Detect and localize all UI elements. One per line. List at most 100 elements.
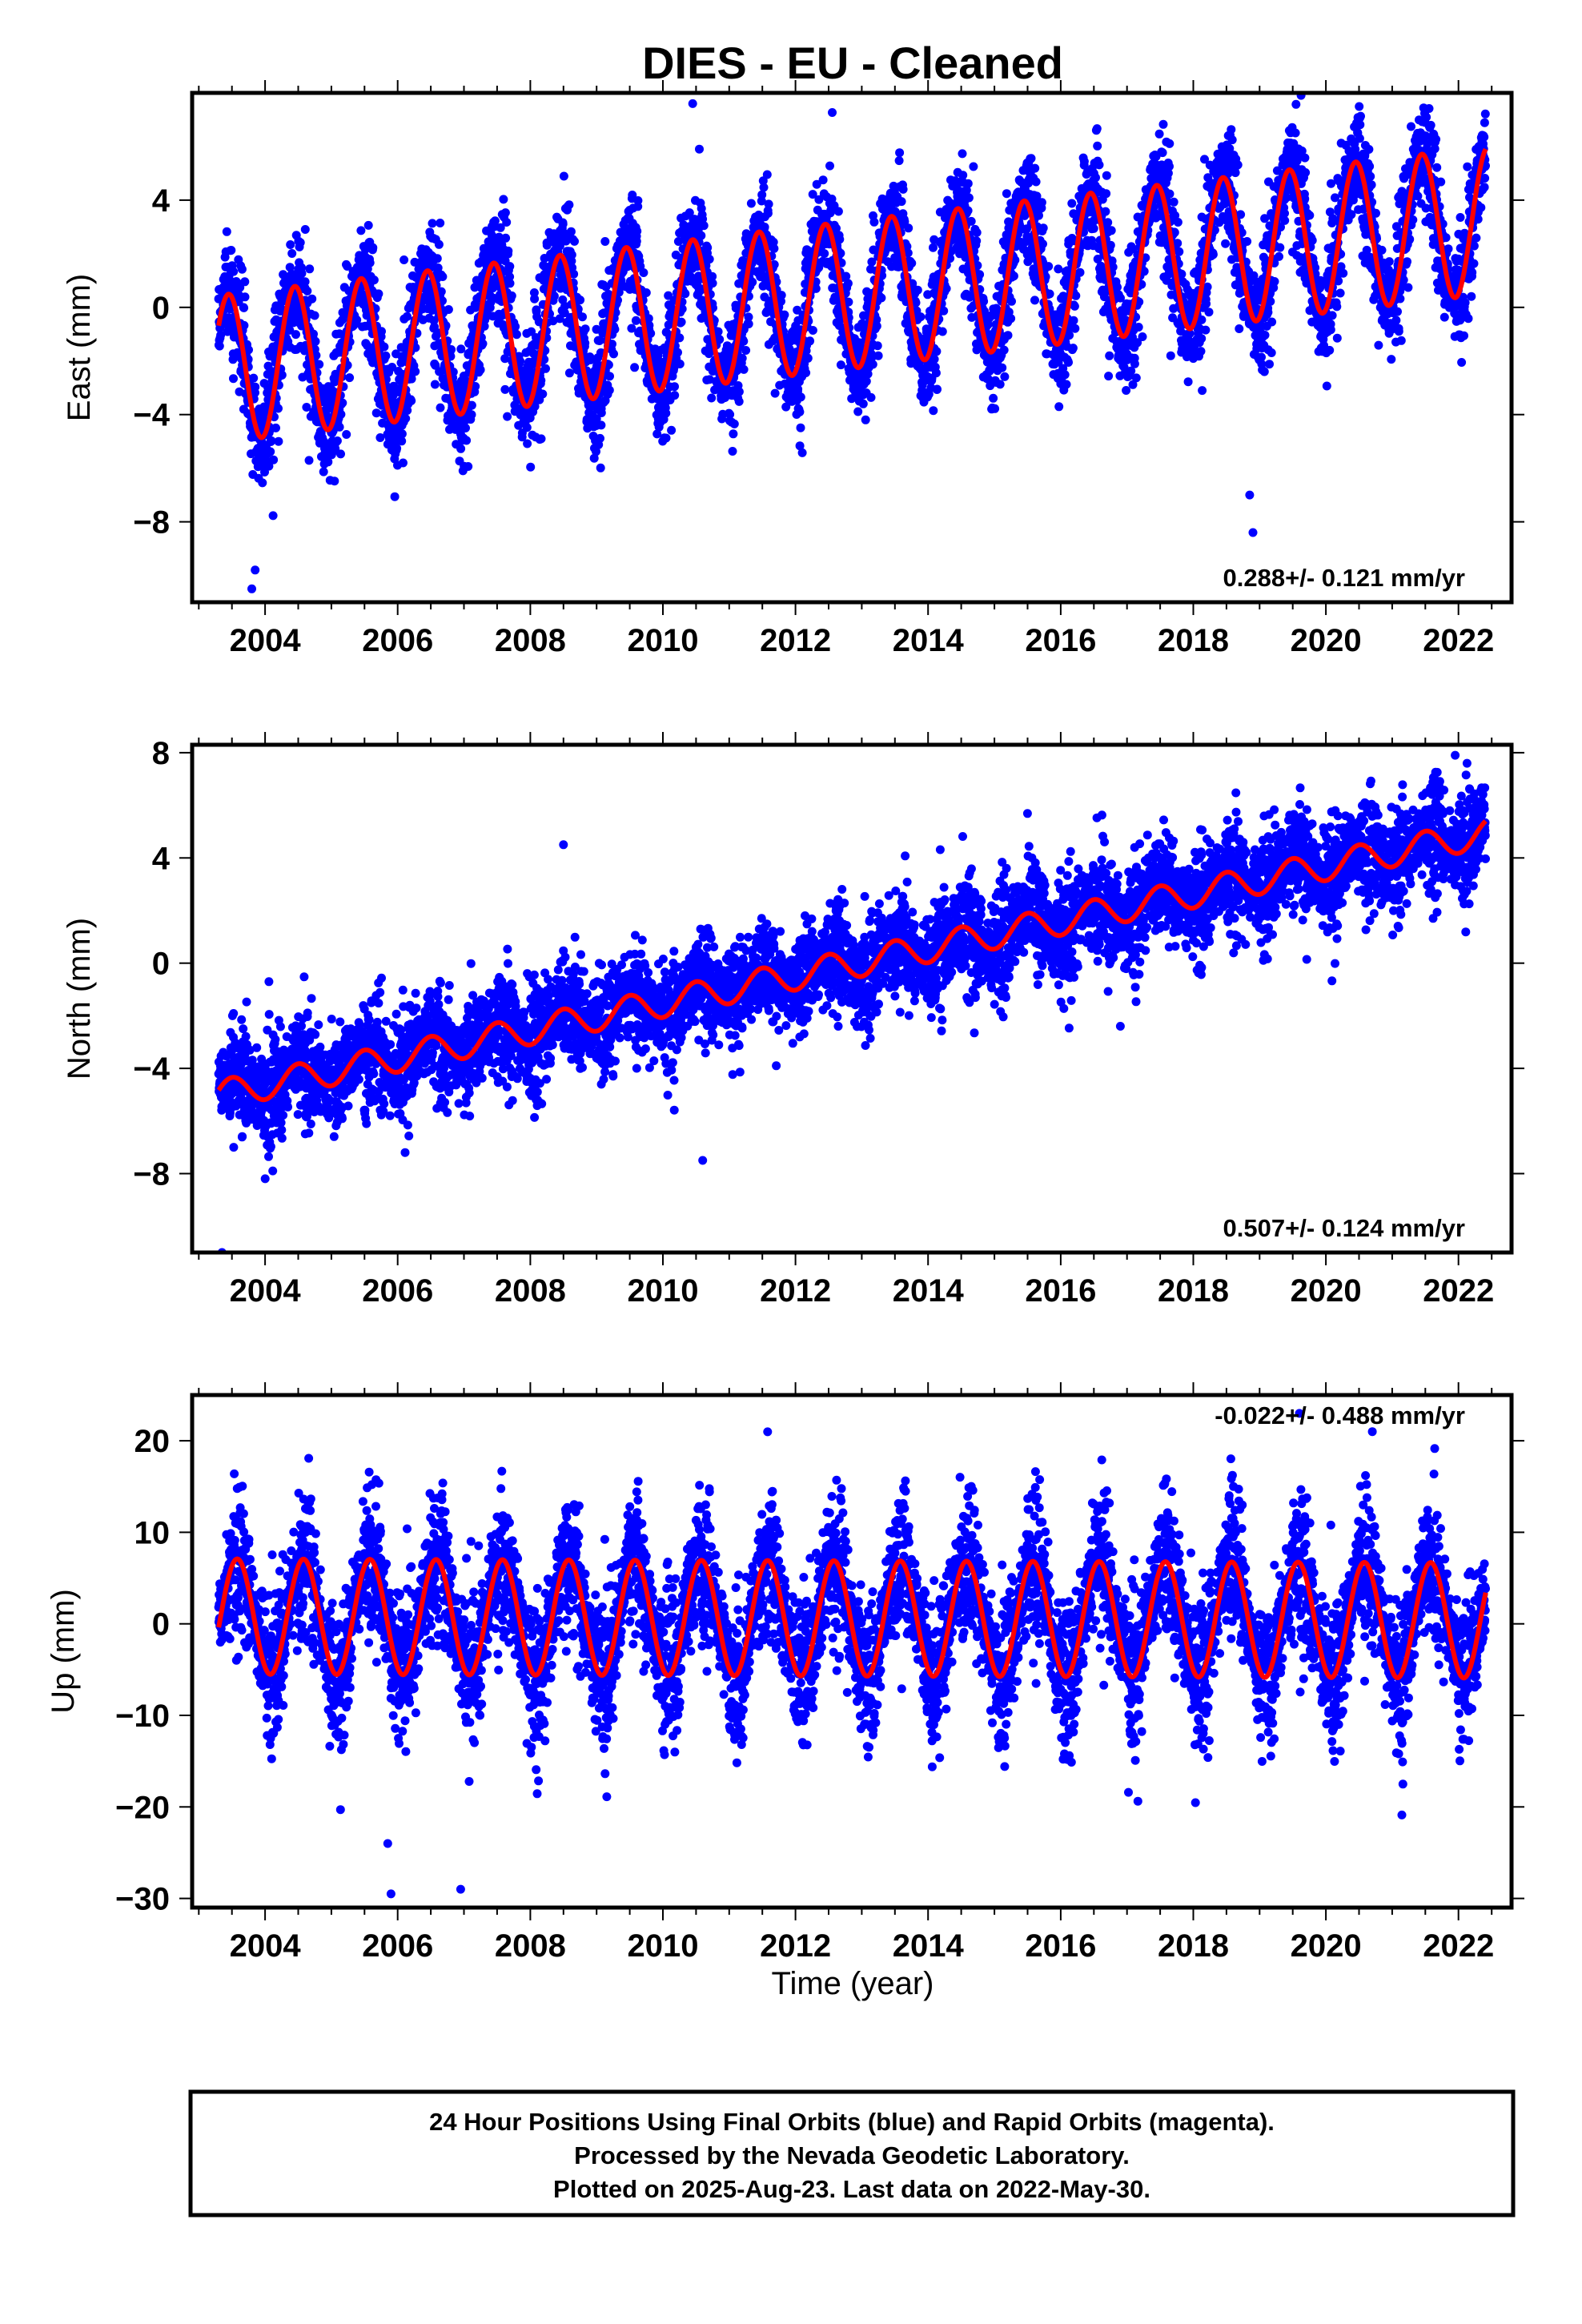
east-data-point [989, 393, 998, 403]
east-data-point [916, 312, 926, 322]
east-data-point [1002, 189, 1011, 199]
east-data-point [274, 436, 283, 446]
east-data-point [387, 363, 397, 372]
east-data-point [490, 216, 500, 226]
east-data-point [1131, 373, 1141, 383]
east-data-point [240, 292, 250, 302]
east-data-point [963, 206, 973, 215]
east-data-point [1067, 199, 1077, 208]
east-data-point [1154, 129, 1164, 139]
east-data-point [411, 367, 420, 376]
east-data-point [488, 283, 498, 293]
east-data-point [1102, 189, 1111, 199]
east-data-point [801, 368, 811, 377]
east-data-point [461, 424, 470, 432]
east-data-point [564, 368, 574, 378]
east-data-point [369, 275, 379, 285]
east-points [214, 93, 1490, 593]
east-data-point [251, 382, 260, 392]
east-data-point [222, 227, 231, 236]
east-data-point [600, 237, 610, 246]
east-data-point [1165, 139, 1174, 148]
east-data-point [596, 463, 605, 472]
east-data-point [501, 233, 511, 243]
east-data-point [541, 364, 550, 373]
east-data-point [933, 384, 942, 394]
east-data-point [400, 255, 409, 264]
east-data-point [797, 448, 807, 457]
east-data-point [302, 403, 311, 412]
east-data-point [258, 478, 267, 488]
east-data-point [433, 263, 443, 272]
east-data-point [1031, 177, 1041, 187]
east-data-point [500, 354, 510, 364]
east-data-point [930, 355, 939, 364]
east-data-point [793, 384, 803, 394]
east-data-point [1169, 197, 1178, 207]
east-data-point [825, 161, 834, 171]
east-data-point [295, 238, 305, 247]
east-data-point [990, 404, 1000, 413]
east-data-point [639, 268, 648, 277]
east-data-point [725, 410, 735, 419]
east-data-point [564, 200, 574, 210]
east-data-point [818, 175, 828, 185]
east-data-point [966, 216, 976, 226]
east-data-point [1166, 351, 1175, 360]
east-data-point [737, 353, 747, 363]
east-data-point [746, 199, 756, 208]
east-data-point [1006, 314, 1016, 324]
east-data-point [869, 217, 879, 227]
east-data-point [1113, 283, 1122, 292]
east-data-point [494, 232, 504, 242]
east-data-point [264, 461, 274, 471]
east-data-point [1134, 323, 1143, 332]
east-data-point [695, 144, 704, 154]
east-data-point [1089, 223, 1098, 233]
east-data-point [428, 219, 437, 228]
east-data-point [866, 392, 876, 402]
east-data-point [705, 255, 714, 264]
east-data-point [456, 444, 466, 453]
east-data-point [240, 277, 250, 287]
east-data-point [307, 294, 317, 304]
east-data-point [456, 344, 466, 354]
east-data-point [403, 312, 412, 321]
east-data-point [436, 403, 445, 412]
east-data-point [675, 333, 685, 343]
east-data-point [633, 196, 643, 205]
east-data-point [580, 324, 590, 334]
east-data-point [311, 351, 321, 360]
east-data-point [476, 365, 485, 375]
east-data-point [371, 408, 381, 418]
east-data-point [1093, 141, 1102, 151]
east-data-point [759, 183, 769, 192]
east-data-point [897, 197, 906, 207]
east-data-point [237, 264, 247, 274]
east-data-point [392, 444, 402, 453]
east-data-point [1105, 351, 1114, 360]
east-data-point [1044, 262, 1054, 271]
east-data-point [769, 237, 778, 247]
east-data-point [436, 287, 446, 296]
east-data-point [1070, 301, 1079, 311]
east-data-point [907, 259, 917, 268]
east-data-point [762, 170, 772, 179]
east-data-point [1130, 359, 1139, 368]
east-data-point [336, 449, 345, 459]
east-data-point [570, 236, 579, 246]
east-data-point [1101, 207, 1110, 216]
east-data-point [507, 291, 516, 300]
east-data-point [1174, 247, 1184, 256]
east-data-point [578, 312, 587, 322]
east-data-point [972, 227, 982, 237]
east-data-point [530, 294, 540, 304]
east-data-point [1079, 157, 1089, 167]
east-data-point [722, 341, 732, 351]
east-data-point [569, 269, 579, 279]
east-data-point [713, 327, 723, 336]
east-data-point [604, 385, 614, 395]
east-data-point [303, 286, 312, 296]
east-data-point [363, 220, 373, 230]
east-data-point [1165, 189, 1174, 199]
